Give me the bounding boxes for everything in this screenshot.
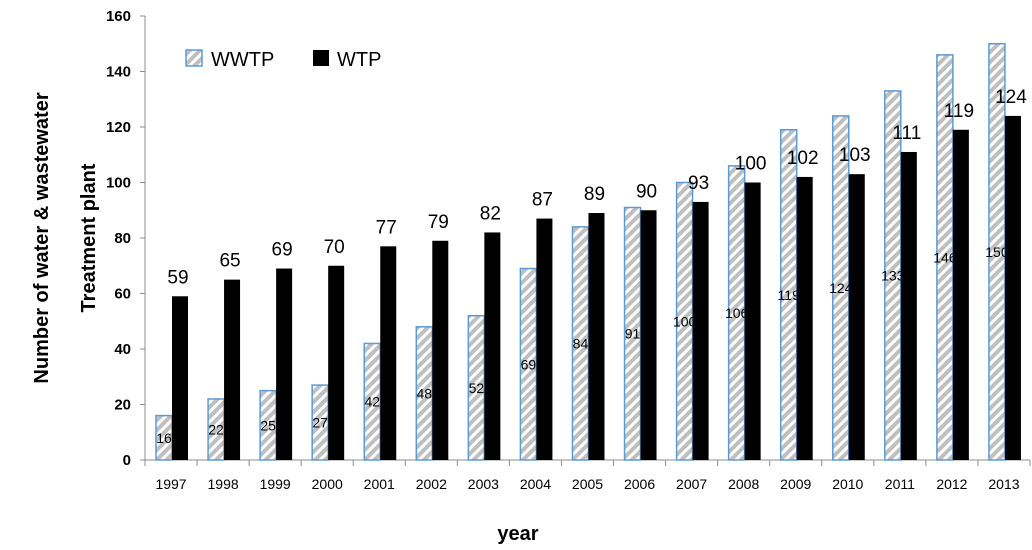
- bar-wtp: [276, 268, 293, 460]
- data-label-wwtp: 106: [725, 305, 749, 321]
- data-label-wtp: 111: [892, 123, 921, 144]
- data-label-wtp: 65: [219, 251, 240, 272]
- legend-swatch-wwtp: [185, 49, 203, 67]
- data-label-wtp: 69: [272, 240, 293, 261]
- bar-wtp: [432, 240, 449, 460]
- data-label-wwtp: 100: [673, 313, 697, 329]
- data-label-wtp: 70: [324, 237, 345, 258]
- x-tick-label: 1998: [208, 476, 239, 492]
- x-tick-label: 2004: [520, 476, 551, 492]
- x-tick-label: 2012: [936, 476, 967, 492]
- x-tick-label: 2005: [572, 476, 603, 492]
- data-label-wtp: 119: [944, 101, 974, 122]
- y-tick-label: 160: [106, 8, 131, 25]
- data-label-wwtp: 42: [364, 394, 380, 410]
- bar-wtp: [848, 174, 865, 461]
- bar-wtp: [796, 176, 813, 460]
- data-label-wwtp: 133: [881, 267, 905, 283]
- data-label-wwtp: 27: [312, 415, 328, 431]
- y-tick-label: 120: [106, 119, 131, 136]
- x-tick-label: 2009: [780, 476, 811, 492]
- data-label-wtp: 87: [532, 190, 553, 211]
- y-tick-label: 140: [106, 64, 131, 81]
- data-label-wwtp: 16: [156, 430, 172, 446]
- data-label-wtp: 100: [735, 154, 767, 175]
- x-tick-label: 2007: [676, 476, 707, 492]
- bar-wtp: [380, 246, 397, 460]
- data-label-wtp: 102: [787, 148, 819, 169]
- bar-wtp: [692, 201, 709, 461]
- data-label-wtp: 93: [688, 173, 709, 194]
- data-label-wwtp: 25: [260, 417, 276, 433]
- data-label-wwtp: 150: [985, 244, 1009, 260]
- x-tick-label: 2006: [624, 476, 655, 492]
- bar-wtp: [328, 265, 345, 460]
- legend-label-wtp: WTP: [337, 49, 381, 71]
- y-tick-label: 100: [106, 175, 131, 192]
- legend: WWTP WTP: [185, 49, 381, 71]
- y-axis-title-line2: Treatment plant: [78, 163, 100, 312]
- bar-wtp: [172, 296, 188, 460]
- x-tick-label: 2003: [468, 476, 499, 492]
- data-label-wwtp: 124: [829, 280, 853, 296]
- x-tick-label: 2010: [832, 476, 863, 492]
- data-label-wwtp: 84: [573, 335, 589, 351]
- y-tick-label: 40: [114, 341, 131, 358]
- data-label-wtp: 89: [584, 184, 605, 205]
- bar-wtp: [1004, 115, 1021, 461]
- legend-swatch-wtp: [313, 50, 329, 66]
- x-tick-label: 1999: [260, 476, 291, 492]
- bar-wtp: [744, 182, 761, 460]
- data-label-wwtp: 22: [208, 421, 224, 437]
- x-tick-label: 2011: [885, 476, 915, 492]
- bar-wtp: [484, 232, 501, 460]
- data-label-wwtp: 69: [521, 356, 537, 372]
- bar-wtp: [952, 129, 969, 460]
- bar-wtp: [588, 213, 605, 460]
- data-label-wwtp: 119: [778, 287, 801, 303]
- x-tick-label: 2000: [312, 476, 343, 492]
- bar-wtp: [224, 279, 241, 460]
- data-label-wtp: 90: [636, 181, 657, 202]
- plot-area: 0 20 40 60 80 100 120 140 160 1997 16 59 1998 22 65 199…: [106, 8, 1031, 492]
- data-label-wtp: 59: [167, 267, 188, 288]
- y-tick-label: 20: [114, 397, 131, 414]
- y-tick-label: 0: [123, 452, 131, 469]
- legend-label-wwtp: WWTP: [211, 49, 274, 71]
- y-tick-label: 80: [114, 230, 131, 247]
- x-tick-label: 2002: [416, 476, 447, 492]
- x-tick-label: 1997: [155, 476, 186, 492]
- x-tick-label: 2008: [728, 476, 759, 492]
- y-tick-label: 60: [114, 286, 131, 303]
- x-tick-label: 2013: [988, 476, 1019, 492]
- y-axis-title-line1: Number of water & wastewater: [31, 92, 53, 383]
- data-label-wwtp: 91: [625, 326, 641, 342]
- data-label-wtp: 124: [995, 87, 1027, 108]
- data-label-wwtp: 48: [417, 385, 433, 401]
- bar-wtp: [640, 210, 657, 460]
- data-label-wtp: 79: [428, 212, 449, 233]
- data-label-wtp: 103: [839, 145, 871, 166]
- data-label-wwtp: 52: [469, 380, 485, 396]
- bar-wtp: [900, 151, 917, 460]
- data-label-wwtp: 146: [933, 249, 957, 265]
- data-label-wtp: 82: [480, 203, 501, 224]
- bar-wtp: [536, 218, 553, 460]
- x-tick-label: 2001: [364, 476, 395, 492]
- data-label-wtp: 77: [376, 217, 397, 238]
- x-axis-title: year: [497, 523, 538, 545]
